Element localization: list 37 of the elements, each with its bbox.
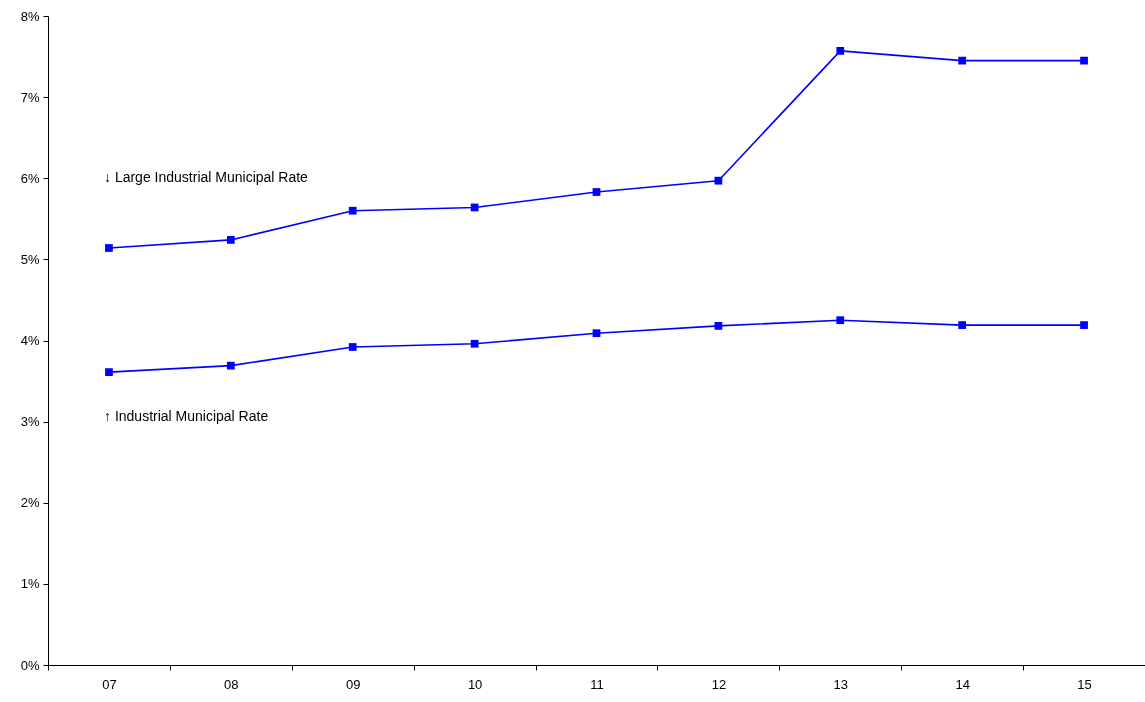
x-tick-label: 13 bbox=[833, 676, 849, 692]
y-tick-label: 4% bbox=[20, 333, 40, 348]
point bbox=[226, 236, 235, 244]
point bbox=[348, 343, 357, 351]
point bbox=[958, 56, 967, 65]
y-tick-label: 5% bbox=[20, 251, 40, 267]
point bbox=[836, 316, 845, 325]
point bbox=[1080, 321, 1088, 329]
y-tick-label: 7% bbox=[20, 89, 40, 105]
x-tick-label: 08 bbox=[224, 676, 239, 692]
y-tick-label: 0% bbox=[20, 657, 40, 673]
annotation: ↓ Large Industrial Municipal Rate bbox=[104, 169, 309, 185]
x-tick-label: 11 bbox=[590, 676, 604, 692]
y-tick-label: 1% bbox=[20, 576, 40, 592]
point bbox=[226, 361, 235, 370]
point bbox=[105, 368, 113, 377]
y-tick-label: 3% bbox=[20, 414, 40, 430]
y-tick-label: 6% bbox=[20, 170, 40, 186]
point bbox=[714, 322, 723, 330]
y-tick-label: 8% bbox=[20, 8, 40, 24]
x-tick-label: 09 bbox=[345, 676, 361, 692]
x-tick-label: 14 bbox=[955, 676, 970, 692]
point bbox=[592, 188, 601, 196]
x-tick-label: 07 bbox=[102, 676, 117, 692]
x-tick-label: 15 bbox=[1077, 676, 1092, 692]
point bbox=[348, 206, 357, 215]
annotation: ↑ Industrial Municipal Rate bbox=[104, 408, 269, 424]
point bbox=[714, 176, 723, 185]
point bbox=[836, 47, 845, 55]
point bbox=[470, 339, 479, 348]
x-tick-label: 12 bbox=[711, 676, 727, 692]
point bbox=[958, 321, 967, 329]
point bbox=[105, 244, 113, 252]
point bbox=[592, 329, 601, 338]
point bbox=[1080, 56, 1088, 65]
x-tick-label: 10 bbox=[467, 676, 483, 692]
y-tick-label: 2% bbox=[20, 495, 40, 511]
